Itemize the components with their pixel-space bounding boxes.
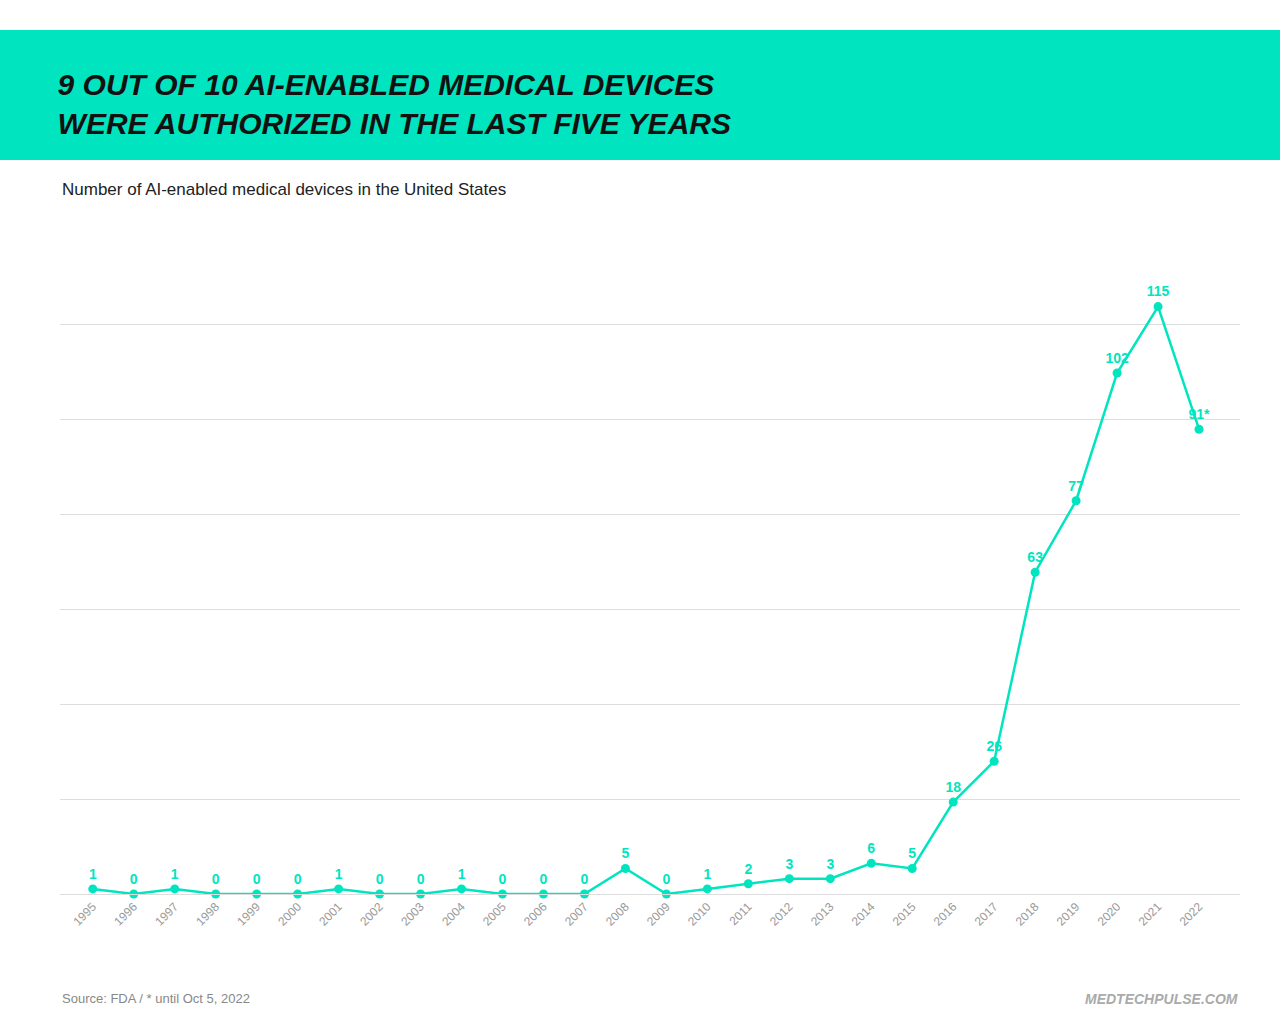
svg-text:Source: FDA / * until Oct 5, 2: Source: FDA / * until Oct 5, 2022 [62, 991, 250, 1006]
svg-text:0: 0 [417, 871, 425, 887]
svg-text:2011: 2011 [727, 900, 755, 928]
svg-text:5: 5 [908, 845, 916, 861]
svg-text:102: 102 [1105, 350, 1129, 366]
svg-text:6: 6 [867, 840, 875, 856]
svg-text:0: 0 [540, 871, 548, 887]
svg-text:9 OUT OF 10 AI-ENABLED MEDICAL: 9 OUT OF 10 AI-ENABLED MEDICAL DEVICESWE… [58, 68, 731, 140]
svg-text:0: 0 [212, 871, 220, 887]
svg-text:MEDTECHPULSE.COM: MEDTECHPULSE.COM [1085, 991, 1238, 1007]
svg-text:2006: 2006 [521, 900, 550, 929]
svg-text:2005: 2005 [480, 900, 509, 929]
svg-text:2017: 2017 [972, 900, 1001, 929]
svg-text:0: 0 [253, 871, 261, 887]
svg-text:2019: 2019 [1054, 900, 1083, 929]
svg-text:1: 1 [703, 866, 711, 882]
svg-text:1995: 1995 [70, 900, 99, 929]
svg-text:1998: 1998 [193, 900, 222, 929]
svg-text:2004: 2004 [439, 900, 468, 929]
svg-text:2: 2 [744, 861, 752, 877]
svg-text:Number of AI-enabled medical d: Number of AI-enabled medical devices in … [62, 180, 506, 199]
svg-text:2012: 2012 [767, 900, 796, 929]
svg-text:2001: 2001 [316, 900, 345, 929]
svg-text:77: 77 [1068, 478, 1084, 494]
svg-text:2022: 2022 [1177, 900, 1206, 929]
svg-text:2021: 2021 [1136, 900, 1165, 929]
svg-text:0: 0 [294, 871, 302, 887]
svg-text:2008: 2008 [603, 900, 632, 929]
svg-text:3: 3 [826, 856, 834, 872]
svg-text:0: 0 [581, 871, 589, 887]
svg-text:2016: 2016 [931, 900, 960, 929]
svg-text:2014: 2014 [849, 900, 878, 929]
svg-text:2007: 2007 [562, 900, 591, 929]
svg-text:2020: 2020 [1095, 900, 1124, 929]
svg-text:1996: 1996 [111, 900, 140, 929]
svg-text:2010: 2010 [685, 900, 714, 929]
svg-text:2013: 2013 [808, 900, 837, 929]
svg-text:115: 115 [1147, 283, 1170, 299]
svg-text:2009: 2009 [644, 900, 673, 929]
svg-text:26: 26 [986, 738, 1002, 754]
svg-text:0: 0 [662, 871, 670, 887]
svg-text:2000: 2000 [275, 900, 304, 929]
svg-text:0: 0 [376, 871, 384, 887]
svg-text:91*: 91* [1189, 406, 1211, 422]
svg-text:1: 1 [335, 866, 343, 882]
svg-text:1: 1 [458, 866, 466, 882]
svg-text:3: 3 [785, 856, 793, 872]
svg-text:2018: 2018 [1013, 900, 1042, 929]
svg-text:5: 5 [622, 845, 630, 861]
svg-text:0: 0 [499, 871, 507, 887]
svg-text:2002: 2002 [357, 900, 386, 929]
svg-text:2003: 2003 [398, 900, 427, 929]
svg-text:2015: 2015 [890, 900, 919, 929]
svg-text:1: 1 [89, 866, 97, 882]
svg-text:63: 63 [1027, 549, 1043, 565]
svg-text:18: 18 [945, 779, 961, 795]
svg-text:0: 0 [130, 871, 138, 887]
svg-text:1999: 1999 [234, 900, 263, 929]
svg-text:1: 1 [171, 866, 179, 882]
svg-text:1997: 1997 [152, 900, 181, 929]
